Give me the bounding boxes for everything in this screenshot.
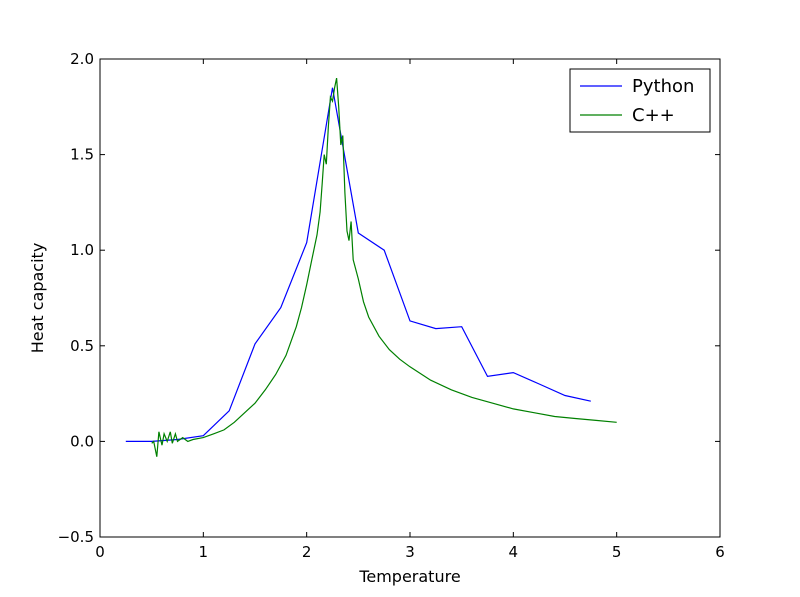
- y-axis-label: Heat capacity: [28, 243, 47, 354]
- x-tick-label: 2: [302, 543, 312, 561]
- legend-label-python: Python: [632, 76, 694, 97]
- x-tick-label: 4: [509, 543, 519, 561]
- legend: Python C++: [569, 68, 711, 133]
- series-line-python: [125, 87, 591, 442]
- x-axis-label: Temperature: [358, 567, 460, 586]
- y-tick-label: 2.0: [70, 50, 94, 68]
- x-tick-label: 5: [612, 543, 622, 561]
- legend-box: [569, 68, 711, 133]
- y-tick-label: 1.0: [70, 241, 94, 259]
- legend-label-cpp: C++: [632, 105, 675, 126]
- series-layer: [125, 77, 617, 457]
- x-tick-label: 3: [405, 543, 415, 561]
- y-tick-label: −0.5: [58, 528, 94, 546]
- x-tick-label: 6: [715, 543, 725, 561]
- y-tick-label: 1.5: [70, 146, 94, 164]
- ticks-layer: 0 1 2 3 4 5 6 −0.5 0.0 0.5 1.0 1.5 2.0: [58, 50, 725, 561]
- y-tick-label: 0.5: [70, 337, 94, 355]
- x-tick-label: 1: [199, 543, 209, 561]
- x-tick-label: 0: [95, 543, 105, 561]
- y-tick-label: 0.0: [70, 432, 94, 450]
- series-line-cpp: [151, 77, 617, 457]
- plot-area: [100, 59, 720, 537]
